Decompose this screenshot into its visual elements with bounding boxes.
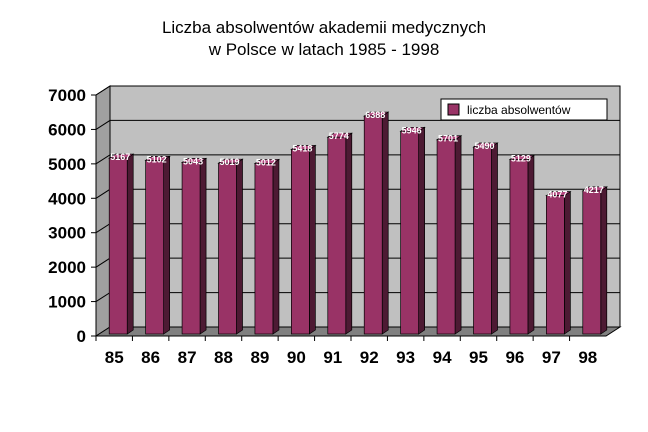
bar-front — [400, 130, 419, 335]
bar-side — [309, 144, 316, 335]
data-label: 4217 — [584, 185, 604, 195]
y-tick-label: 5000 — [48, 155, 86, 174]
x-tick-label: 91 — [323, 348, 342, 367]
legend: liczba absolwentów — [440, 98, 608, 121]
x-tick-label: 86 — [141, 348, 160, 367]
bar — [435, 135, 463, 335]
bar-side — [381, 111, 389, 335]
plot-area — [91, 85, 622, 341]
chart-title-line-2: w Polsce w latach 1985 - 1998 — [208, 40, 440, 59]
bar — [545, 190, 572, 335]
data-label: 5946 — [402, 125, 422, 135]
bar — [253, 158, 281, 335]
y-tick-label: 7000 — [48, 86, 86, 105]
bar-side — [163, 155, 170, 335]
bar-front — [291, 149, 310, 335]
bar — [508, 154, 536, 335]
bar-front — [254, 163, 274, 335]
y-tick-label: 2000 — [48, 258, 86, 277]
x-tick-label: 98 — [578, 348, 597, 367]
data-label: 5167 — [110, 152, 130, 162]
data-label: 5129 — [511, 153, 531, 163]
x-tick-label: 88 — [214, 348, 233, 367]
y-tick-label: 1000 — [48, 293, 86, 312]
x-tick-label: 85 — [105, 348, 124, 367]
data-label: 5012 — [256, 157, 276, 167]
bar — [180, 157, 208, 335]
y-tick-label: 0 — [77, 327, 86, 346]
bar-side — [600, 186, 608, 335]
x-tick-label: 90 — [287, 348, 306, 367]
bar-front — [473, 146, 492, 335]
bar — [472, 142, 499, 335]
bar — [326, 132, 353, 335]
data-label: 5102 — [147, 154, 167, 164]
bar-front — [546, 195, 565, 335]
bar — [217, 158, 244, 335]
data-label: 5043 — [183, 156, 203, 166]
bar-side — [345, 132, 353, 335]
x-tick-label: 87 — [178, 348, 197, 367]
y-tick-label: 3000 — [48, 224, 86, 243]
plot-floor — [94, 326, 622, 337]
bar-side — [236, 158, 243, 335]
bar — [399, 126, 426, 335]
bar-front — [181, 162, 201, 335]
chart-title: Liczba absolwentów akademii medycznych w… — [0, 17, 648, 61]
bar — [290, 144, 317, 335]
data-label: 6388 — [365, 110, 385, 120]
bar-front — [582, 190, 602, 335]
x-tick-label: 89 — [250, 348, 269, 367]
x-tick-label: 96 — [505, 348, 524, 367]
bar-front — [108, 157, 128, 335]
bar-side — [199, 157, 207, 335]
bar-side — [126, 153, 134, 335]
bar-side — [418, 126, 425, 335]
bar-front — [327, 136, 347, 335]
gridline — [95, 85, 620, 96]
bar-side — [454, 135, 462, 335]
bar — [144, 155, 171, 335]
x-tick-label: 93 — [396, 348, 415, 367]
bar-side — [272, 158, 280, 335]
legend-swatch — [447, 103, 460, 116]
bar — [108, 153, 135, 335]
bar-front — [145, 159, 164, 335]
bar-front — [509, 159, 529, 335]
bar-front — [218, 162, 237, 335]
data-label: 5490 — [474, 141, 494, 151]
bar-front — [436, 139, 456, 335]
plot-side-wall — [95, 85, 111, 337]
bar — [581, 186, 608, 335]
x-tick-label: 94 — [433, 348, 452, 367]
data-label: 4077 — [547, 190, 567, 200]
data-label: 5019 — [219, 157, 239, 167]
x-tick-label: 97 — [542, 348, 561, 367]
legend-box — [440, 98, 608, 121]
chart-title-line-1: Liczba absolwentów akademii medycznych — [161, 18, 487, 37]
labels: 0 1000 2000 3000 4000 5000 6000 7000 85 5167 86 510… — [48, 86, 604, 367]
bar-front — [363, 115, 383, 335]
y-tick-label: 6000 — [48, 120, 86, 139]
bar-side — [527, 154, 535, 335]
bar — [363, 111, 390, 335]
y-tick-label: 4000 — [48, 189, 86, 208]
bars — [108, 111, 608, 335]
data-label: 5701 — [438, 134, 458, 144]
data-label: 5418 — [292, 143, 312, 153]
x-tick-label: 92 — [360, 348, 379, 367]
x-tick-label: 95 — [469, 348, 488, 367]
bar-side — [491, 142, 498, 335]
legend-label: liczba absolwentów — [467, 103, 571, 117]
bar-side — [564, 190, 571, 335]
data-label: 5774 — [329, 131, 349, 141]
